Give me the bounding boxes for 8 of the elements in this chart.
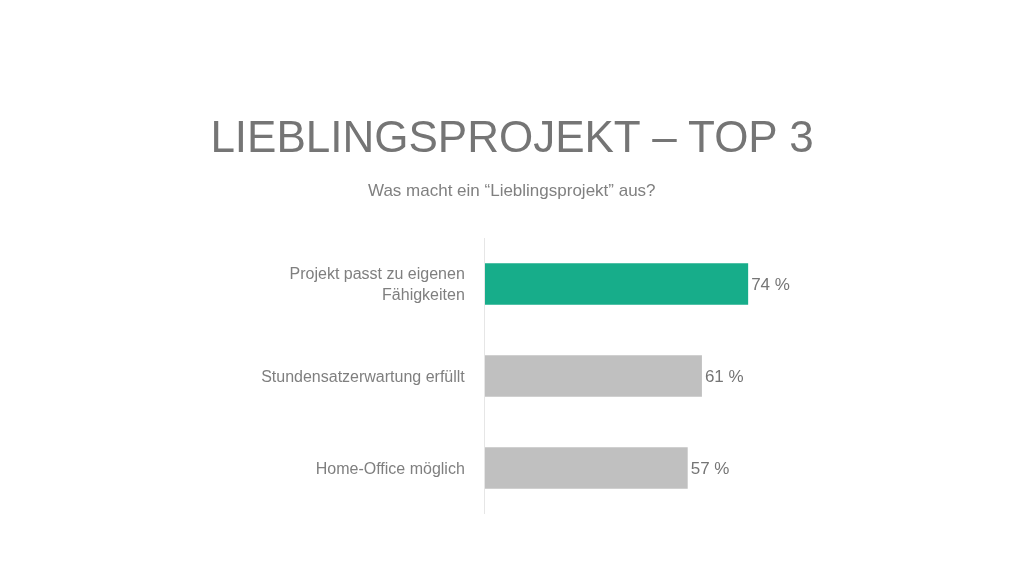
chart-subtitle: Was macht ein “Lieblingsprojekt” aus?	[368, 181, 656, 200]
chart-title: LIEBLINGSPROJEKT – TOP 3	[210, 112, 814, 162]
data-label: 57 %	[690, 458, 730, 478]
y-tick-label: Home-Office möglich	[315, 459, 465, 477]
data-label: 74 %	[751, 274, 790, 294]
y-tick-label: Stundensatzerwartung erfüllt	[261, 367, 466, 385]
data-label: 61 %	[704, 366, 744, 386]
y-tick-label: Projekt passt zu eigenen Fähigkeiten	[289, 265, 465, 303]
